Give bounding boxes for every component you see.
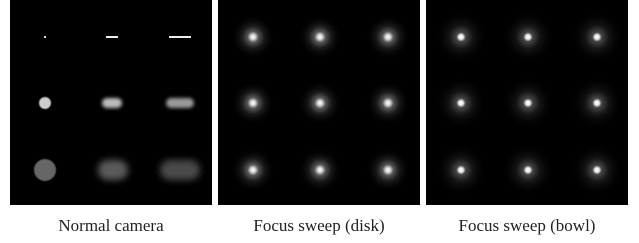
caption: Focus sweep (bowl)	[459, 216, 596, 235]
panel-normal	[10, 0, 212, 205]
caption: Normal camera	[58, 216, 164, 235]
panel-disk	[218, 0, 420, 205]
page: Normal camera Focus sweep (disk) Focus s…	[0, 0, 639, 243]
caption: Focus sweep (disk)	[253, 216, 384, 235]
figure: Normal camera Focus sweep (disk) Focus s…	[0, 0, 639, 243]
panel-bowl	[426, 0, 628, 205]
